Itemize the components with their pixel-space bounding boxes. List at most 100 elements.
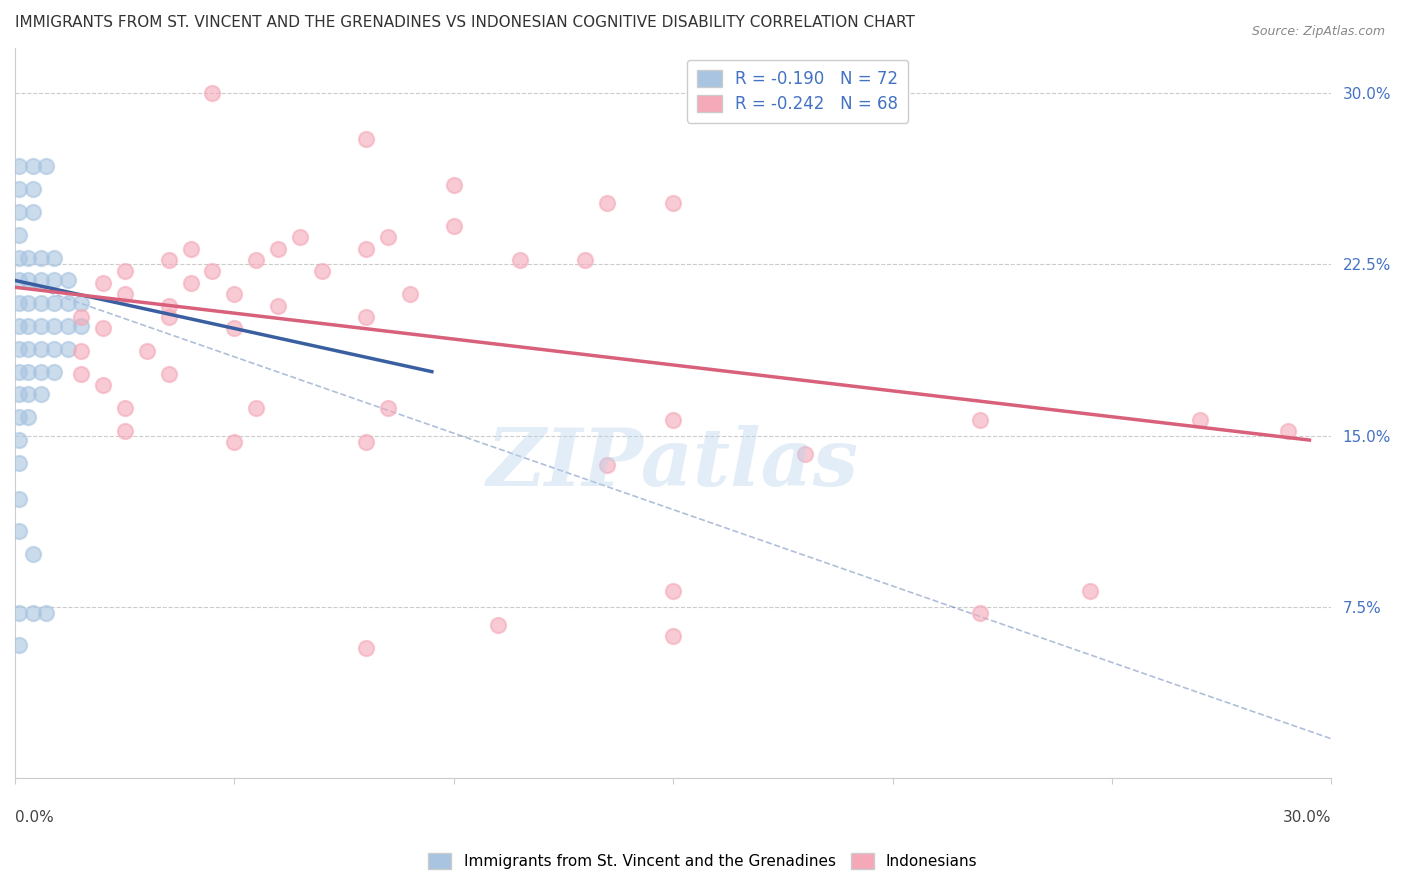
Point [8, 205, 31, 219]
Point [91, 378, 114, 392]
Point [91, 321, 114, 335]
Point [30, 251, 52, 265]
Point [354, 435, 377, 450]
Point [69, 344, 91, 359]
Point [30, 319, 52, 334]
Point [69, 296, 91, 310]
Point [8, 410, 31, 425]
Point [30, 273, 52, 287]
Point [56, 273, 79, 287]
Point [267, 242, 290, 256]
Point [486, 617, 509, 632]
Point [596, 195, 619, 210]
Point [201, 264, 224, 278]
Point [44, 365, 66, 379]
Point [30, 387, 52, 401]
Point [8, 524, 31, 539]
Point [267, 299, 290, 313]
Point [354, 310, 377, 324]
Point [8, 273, 31, 287]
Point [69, 367, 91, 381]
Text: 0.0%: 0.0% [15, 811, 53, 825]
Point [443, 178, 465, 192]
Point [17, 251, 39, 265]
Point [17, 342, 39, 356]
Point [17, 410, 39, 425]
Point [377, 401, 399, 416]
Point [224, 435, 246, 450]
Point [1277, 424, 1299, 438]
Point [44, 251, 66, 265]
Point [290, 230, 312, 244]
Point [8, 492, 31, 507]
Point [509, 252, 531, 267]
Point [8, 160, 31, 174]
Point [8, 387, 31, 401]
Point [44, 273, 66, 287]
Point [8, 182, 31, 196]
Point [44, 319, 66, 334]
Point [17, 365, 39, 379]
Point [114, 424, 136, 438]
Point [245, 401, 267, 416]
Point [574, 252, 596, 267]
Text: Source: ZipAtlas.com: Source: ZipAtlas.com [1251, 25, 1385, 38]
Point [969, 412, 991, 426]
Point [21, 160, 44, 174]
Point [201, 87, 224, 101]
Point [17, 273, 39, 287]
Point [44, 296, 66, 310]
Point [354, 132, 377, 146]
Point [662, 412, 685, 426]
Point [8, 433, 31, 447]
Point [1188, 412, 1211, 426]
Point [8, 638, 31, 652]
Point [8, 319, 31, 334]
Point [8, 227, 31, 242]
Point [157, 299, 180, 313]
Point [793, 447, 815, 461]
Point [69, 319, 91, 334]
Point [21, 182, 44, 196]
Point [30, 296, 52, 310]
Point [35, 607, 58, 621]
Point [17, 296, 39, 310]
Point [21, 205, 44, 219]
Text: IMMIGRANTS FROM ST. VINCENT AND THE GRENADINES VS INDONESIAN COGNITIVE DISABILIT: IMMIGRANTS FROM ST. VINCENT AND THE GREN… [15, 15, 915, 30]
Point [8, 456, 31, 470]
Point [114, 264, 136, 278]
Point [596, 458, 619, 472]
Point [354, 640, 377, 655]
Point [180, 276, 202, 290]
Point [69, 310, 91, 324]
Point [17, 319, 39, 334]
Point [662, 195, 685, 210]
Point [35, 160, 58, 174]
Point [8, 251, 31, 265]
Point [56, 296, 79, 310]
Point [8, 607, 31, 621]
Point [135, 344, 157, 359]
Point [114, 287, 136, 301]
Point [56, 342, 79, 356]
Point [399, 287, 422, 301]
Legend: R = -0.190   N = 72, R = -0.242   N = 68: R = -0.190 N = 72, R = -0.242 N = 68 [688, 60, 908, 123]
Legend: Immigrants from St. Vincent and the Grenadines, Indonesians: Immigrants from St. Vincent and the Gren… [422, 847, 984, 875]
Point [662, 629, 685, 643]
Point [443, 219, 465, 233]
Text: ZIPatlas: ZIPatlas [486, 425, 859, 502]
Point [377, 230, 399, 244]
Point [21, 547, 44, 561]
Point [311, 264, 333, 278]
Point [30, 342, 52, 356]
Point [969, 607, 991, 621]
Point [224, 287, 246, 301]
Point [91, 276, 114, 290]
Point [180, 242, 202, 256]
Point [8, 296, 31, 310]
Point [30, 365, 52, 379]
Point [157, 252, 180, 267]
Point [44, 342, 66, 356]
Point [157, 367, 180, 381]
Point [1078, 583, 1101, 598]
